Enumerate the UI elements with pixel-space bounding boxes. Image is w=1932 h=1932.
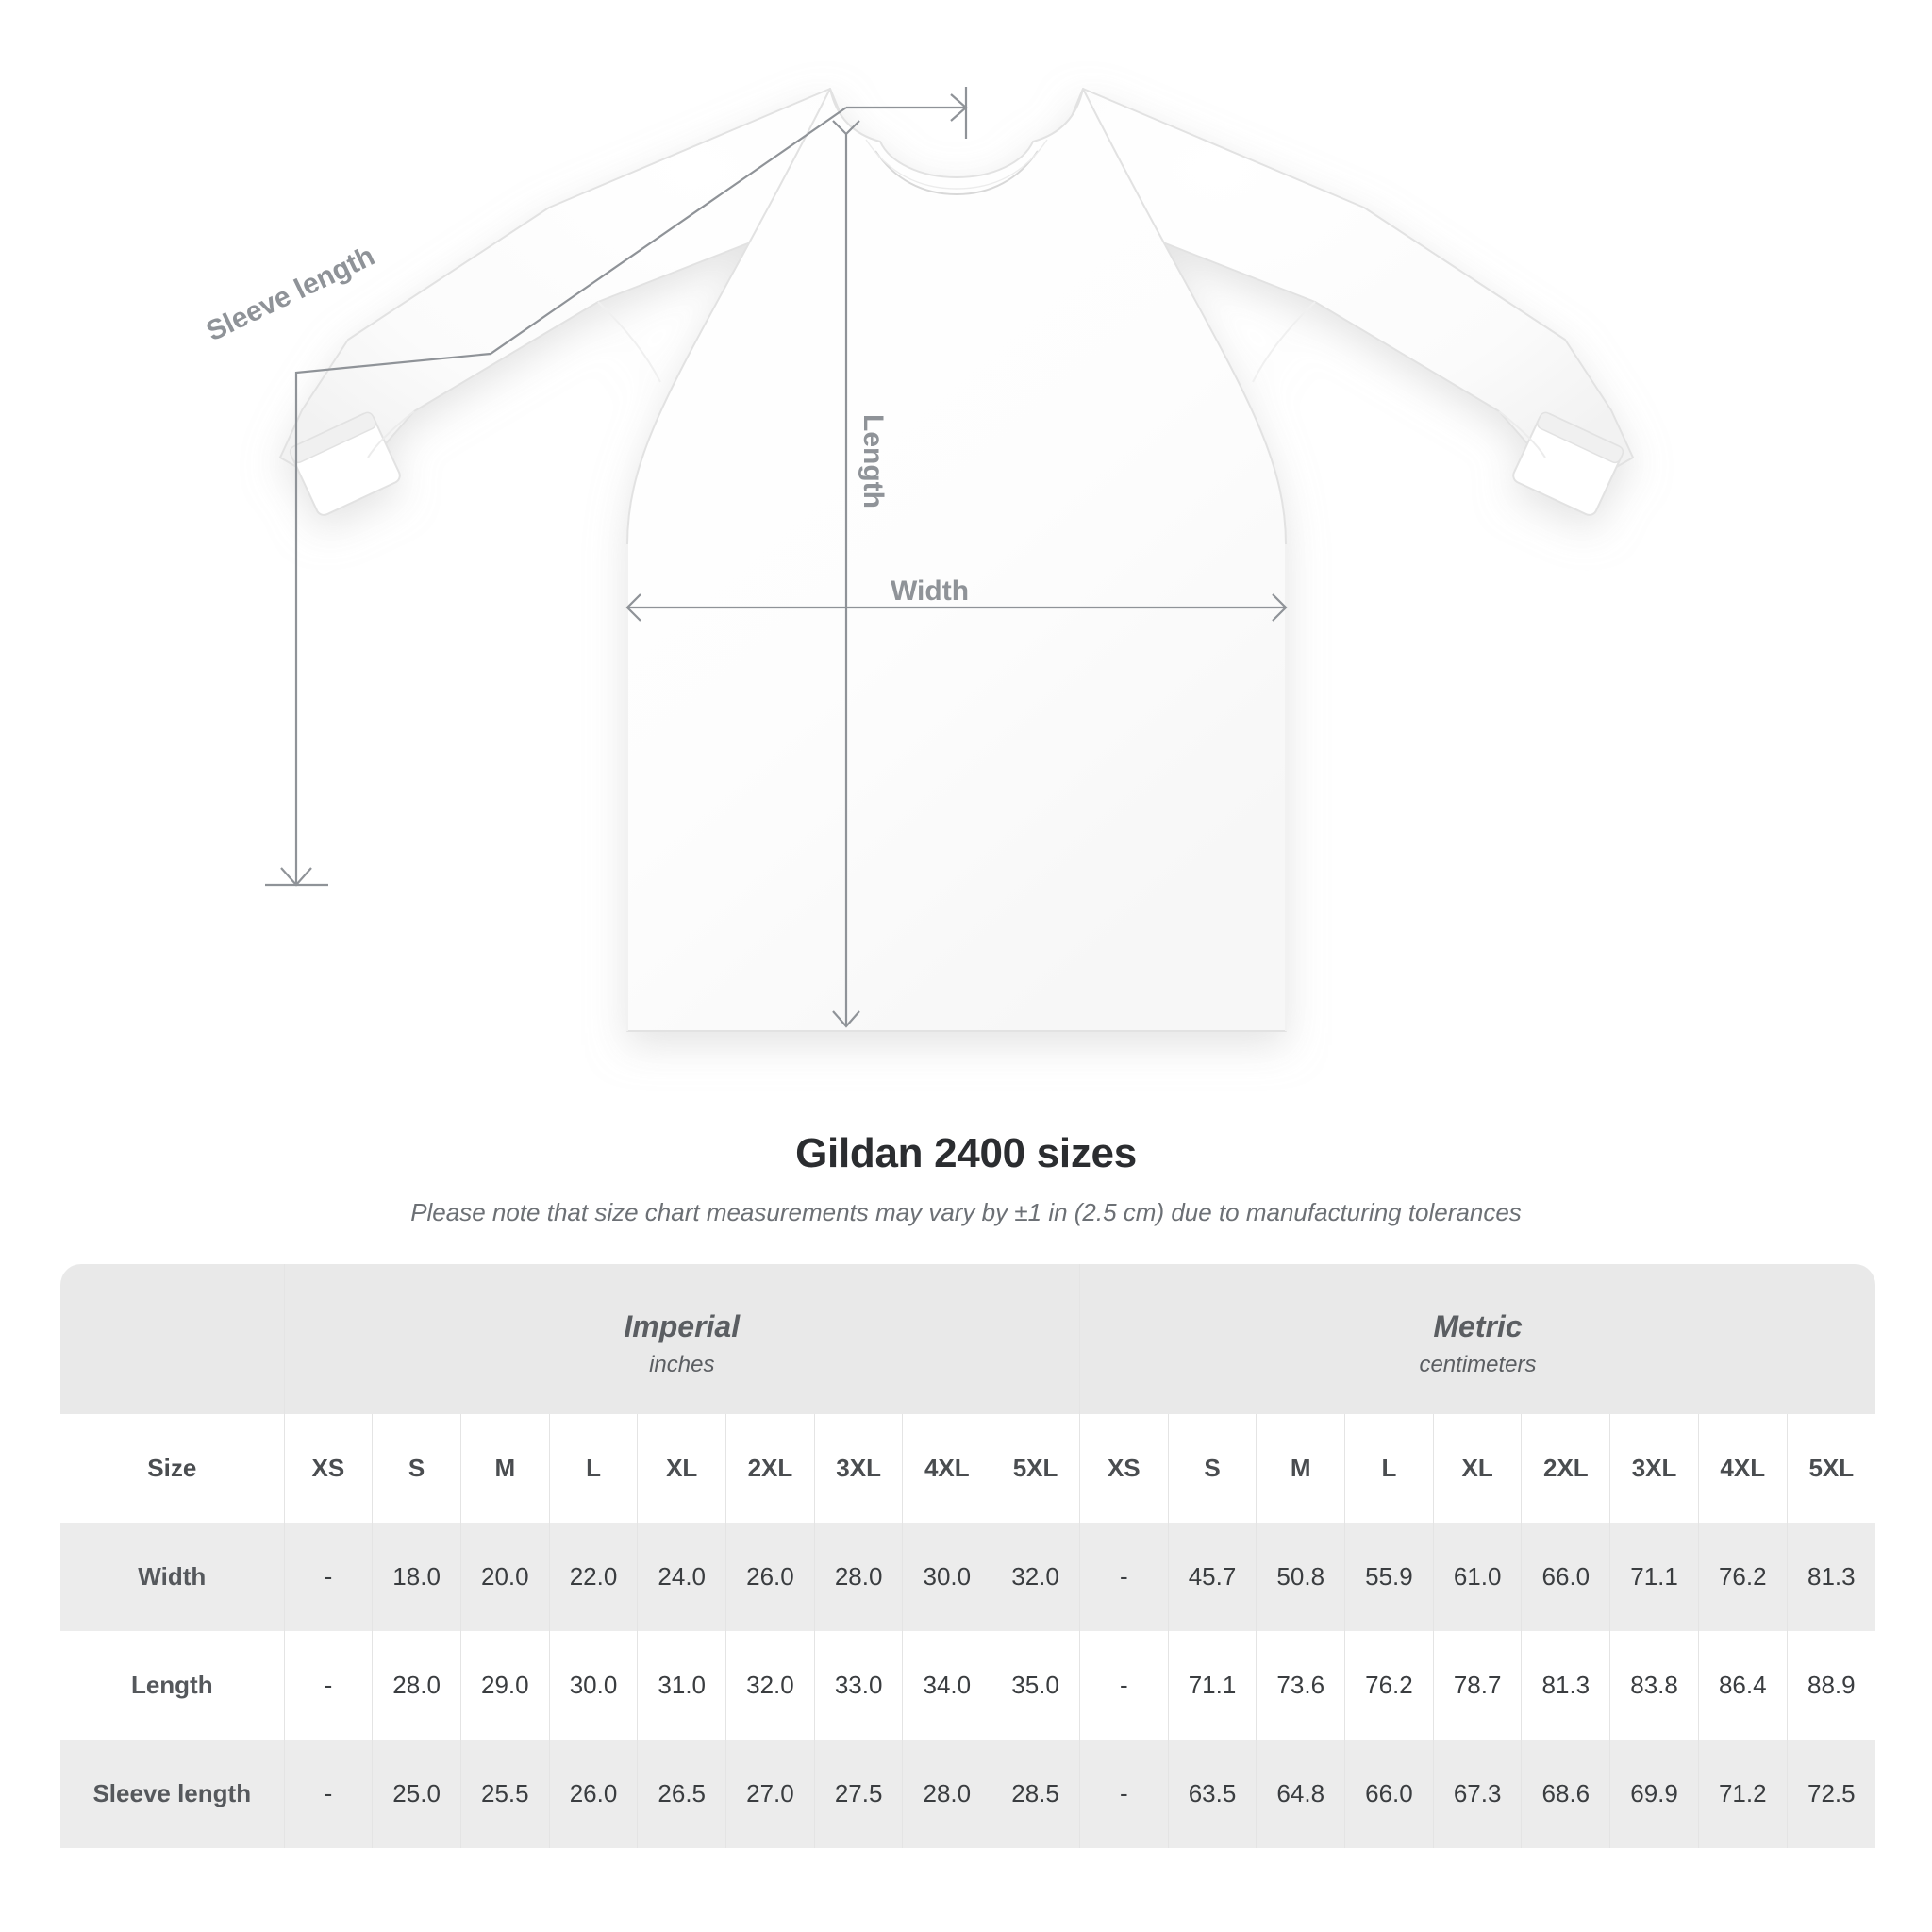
svg-text:Width: Width — [891, 575, 969, 607]
svg-text:Sleeve length: Sleeve length — [202, 241, 380, 348]
svg-text:Length: Length — [858, 414, 889, 508]
